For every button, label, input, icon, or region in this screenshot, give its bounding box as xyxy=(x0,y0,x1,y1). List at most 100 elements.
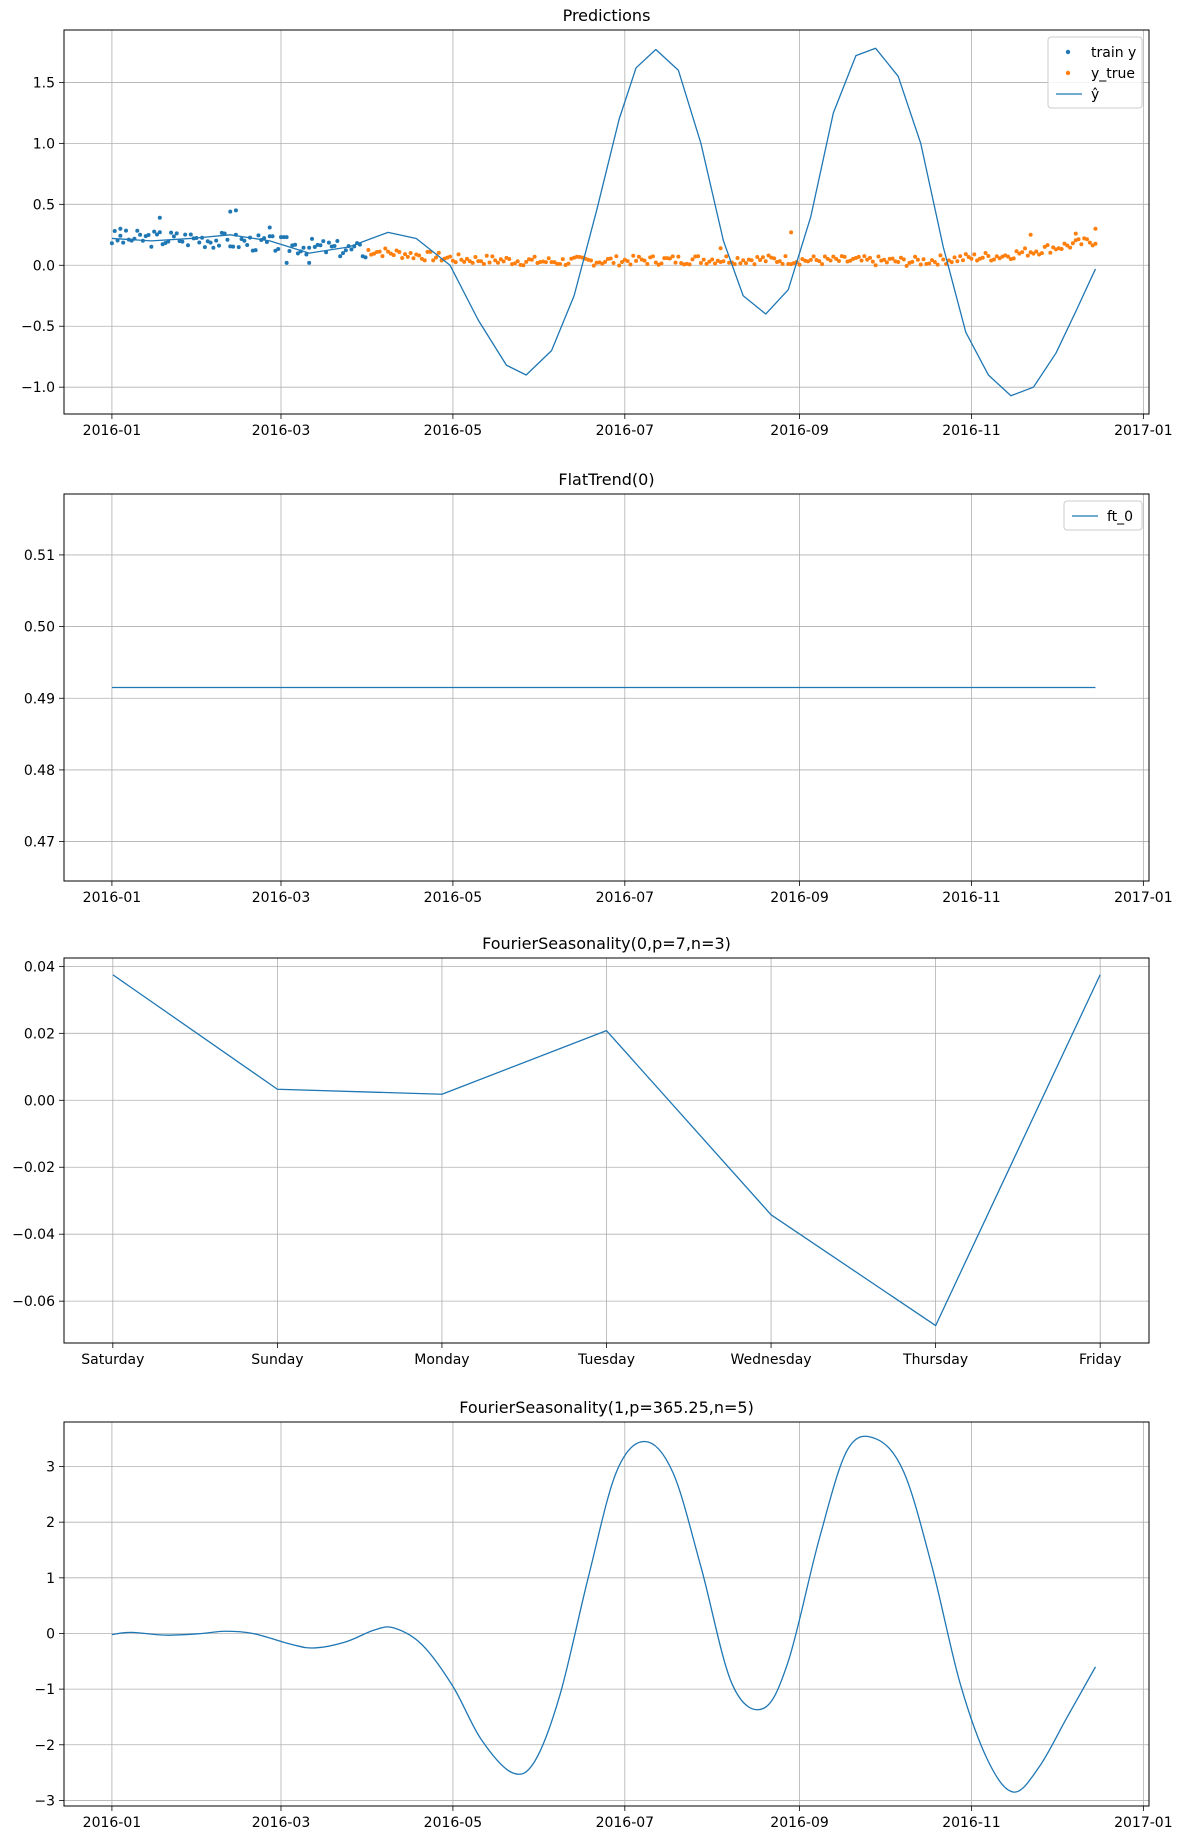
chart-title: FourierSeasonality(1,p=365.25,n=5) xyxy=(459,1398,754,1417)
scatter-point xyxy=(963,252,968,257)
x-tick-label: Saturday xyxy=(81,1352,144,1368)
x-tick-label: 2016-09 xyxy=(770,1815,829,1831)
x-tick-label: 2016-07 xyxy=(596,423,655,439)
scatter-point xyxy=(496,260,500,265)
x-tick-label: 2016-01 xyxy=(83,423,142,439)
y-tick-label: 0.48 xyxy=(24,763,55,779)
x-tick-label: 2016-03 xyxy=(252,423,311,439)
scatter-point xyxy=(704,261,709,266)
y-tick-label: 0.51 xyxy=(24,548,55,564)
y-tick-label: −0.5 xyxy=(21,319,55,335)
scatter-point xyxy=(732,262,737,267)
scatter-point xyxy=(256,233,261,238)
scatter-point xyxy=(834,256,839,261)
scatter-point xyxy=(1093,241,1098,246)
scatter-point xyxy=(188,232,193,237)
x-tick-label: 2016-03 xyxy=(252,1815,311,1831)
scatter-point xyxy=(425,249,430,254)
scatter-point xyxy=(301,245,306,250)
scatter-point xyxy=(591,263,596,268)
scatter-point xyxy=(744,261,748,266)
scatter-point xyxy=(403,252,407,257)
x-tick-label: Sunday xyxy=(251,1352,303,1368)
scatter-point xyxy=(386,249,391,254)
chart-title: FlatTrend(0) xyxy=(558,470,654,489)
scatter-point xyxy=(848,258,853,263)
scatter-point xyxy=(462,259,467,264)
scatter-point xyxy=(642,258,647,263)
y-tick-label: 0.47 xyxy=(24,835,55,851)
scatter-point xyxy=(411,256,416,261)
x-tick-label: Tuesday xyxy=(577,1352,635,1368)
scatter-point xyxy=(121,240,126,245)
scatter-point xyxy=(324,250,329,255)
scatter-point xyxy=(1051,245,1056,250)
scatter-point xyxy=(174,231,179,236)
scatter-point xyxy=(659,261,664,266)
axes-frame xyxy=(63,29,1150,415)
scatter-point xyxy=(549,260,554,265)
legend-marker xyxy=(1065,49,1071,55)
y-tick-label: −1 xyxy=(34,1682,55,1698)
scatter-point xyxy=(417,253,422,258)
scatter-point xyxy=(422,258,427,263)
y-tick-label: 0 xyxy=(46,1626,55,1642)
axes-frame xyxy=(63,957,1150,1344)
scatter-point xyxy=(628,262,633,267)
scatter-point xyxy=(862,254,867,259)
x-tick-label: 2016-07 xyxy=(596,890,655,906)
scatter-point xyxy=(687,262,692,267)
scatter-point xyxy=(763,259,768,264)
scatter-point xyxy=(1079,242,1084,247)
scatter-point xyxy=(284,235,289,240)
scatter-point xyxy=(927,261,932,266)
x-tick-label: 2017-01 xyxy=(1114,1815,1173,1831)
scatter-point xyxy=(1062,241,1067,246)
scatter-point xyxy=(653,260,658,265)
scatter-point xyxy=(343,248,348,253)
scatter-point xyxy=(118,233,123,238)
scatter-point xyxy=(611,261,616,266)
scatter-point xyxy=(377,249,382,254)
scatter-point xyxy=(921,257,926,262)
scatter-point xyxy=(718,246,723,251)
scatter-point xyxy=(560,257,565,262)
scatter-point xyxy=(231,244,236,249)
scatter-point xyxy=(969,256,974,261)
scatter-point xyxy=(171,234,176,239)
scatter-point xyxy=(558,262,562,267)
x-tick-label: 2016-09 xyxy=(770,423,829,439)
scatter-point xyxy=(820,262,825,267)
scatter-point xyxy=(262,236,267,241)
x-tick-label: Friday xyxy=(1079,1352,1121,1368)
scatter-point xyxy=(882,257,887,262)
scatter-point xyxy=(233,208,238,213)
scatter-point xyxy=(710,257,715,262)
scatter-point xyxy=(915,257,920,262)
scatter-point xyxy=(696,254,701,259)
scatter-point xyxy=(157,230,162,235)
scatter-point xyxy=(721,259,726,264)
scatter-point xyxy=(138,232,143,237)
scatter-point xyxy=(811,254,816,259)
scatter-point xyxy=(242,238,247,243)
y-tick-label: 0.00 xyxy=(24,1093,55,1109)
scatter-point xyxy=(910,259,915,264)
scatter-point xyxy=(941,257,946,262)
scatter-point xyxy=(318,243,323,248)
scatter-point xyxy=(1034,249,1039,254)
scatter-point xyxy=(456,252,461,257)
series-line xyxy=(112,974,1101,1327)
scatter-point xyxy=(183,232,188,237)
scatter-point xyxy=(473,254,478,259)
scatter-point xyxy=(670,254,675,259)
scatter-point xyxy=(493,258,498,263)
scatter-point xyxy=(918,262,923,267)
scatter-point xyxy=(1068,245,1073,250)
scatter-point xyxy=(529,257,534,262)
y-tick-label: 0.50 xyxy=(24,620,55,636)
y-tick-label: 0.0 xyxy=(33,258,55,274)
series-1 xyxy=(111,1435,1097,1793)
scatter-point xyxy=(636,254,641,259)
scatter-point xyxy=(479,259,484,264)
